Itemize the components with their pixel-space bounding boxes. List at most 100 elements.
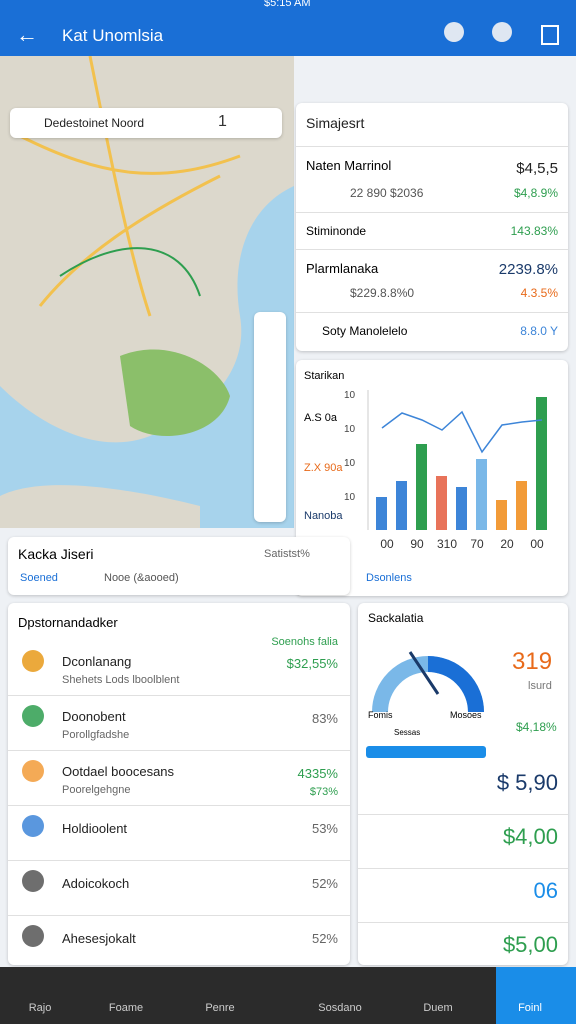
chart-label: Z.X 90a <box>304 462 343 474</box>
gauge-bar <box>366 746 486 758</box>
chart-title: Starikan <box>304 370 345 382</box>
item-icon <box>22 870 44 892</box>
bar <box>456 487 467 530</box>
back-button[interactable]: ← <box>16 22 38 47</box>
item-name[interactable]: Doonobent <box>62 709 126 724</box>
bar <box>436 476 447 530</box>
divider <box>8 695 350 696</box>
bar <box>396 481 407 530</box>
line-series <box>381 410 543 454</box>
nav-item[interactable]: Sosdano <box>318 1002 362 1014</box>
item-value: 4335% <box>297 766 338 781</box>
row-name: Soty Manolelelo <box>322 324 408 338</box>
row-value: 2239.8% <box>498 261 558 278</box>
gauge-change: $4,18% <box>516 720 557 734</box>
bar-chart: 10 10 10 10 00 90 310 70 20 00 <box>344 390 547 551</box>
x-tick-label: 00 <box>530 537 544 551</box>
divider <box>8 860 350 861</box>
item-value: 83% <box>311 711 338 726</box>
search-card <box>8 537 350 595</box>
divider <box>8 915 350 916</box>
search-link[interactable]: Satistst% <box>264 548 310 560</box>
divider <box>8 750 350 751</box>
bar <box>536 397 547 530</box>
gauge-needle <box>408 651 440 695</box>
item-value: $32,55% <box>286 656 338 671</box>
nav-item[interactable]: Duem <box>423 1002 453 1014</box>
gauge <box>366 651 486 758</box>
divider <box>358 868 568 869</box>
header-title: Kat Unomlsia <box>62 26 164 45</box>
row-value: $4,5,5 <box>516 160 558 177</box>
row-change: $4,8.9% <box>513 186 558 200</box>
nav-item[interactable]: Foinl <box>518 1002 542 1014</box>
stat-value: $4,00 <box>502 824 558 849</box>
x-tick-label: 70 <box>470 537 484 551</box>
route <box>59 247 201 297</box>
map-toolbar[interactable] <box>254 312 286 522</box>
map-search[interactable] <box>10 108 282 138</box>
nav-item[interactable]: Penre <box>205 1002 235 1014</box>
chart-label: A.S 0a <box>304 412 338 424</box>
bar <box>376 497 387 530</box>
item-value: 52% <box>311 876 338 891</box>
x-tick-label: 310 <box>437 537 457 551</box>
item-icon <box>22 925 44 947</box>
gauge-value: 319 <box>512 648 553 675</box>
status-time: $5:15 AM <box>264 0 311 9</box>
map-search-text: Dedestoinet Noord <box>44 116 145 130</box>
x-tick-label: 90 <box>410 537 424 551</box>
tab[interactable]: Nooe (&aooed) <box>104 572 179 584</box>
row-sub: 22 890 $2036 <box>350 186 424 200</box>
x-tick-label: 00 <box>380 537 394 551</box>
y-tick-label: 10 <box>344 424 356 435</box>
stat-value: $ 5,90 <box>496 770 558 795</box>
item-name[interactable]: Holdioolent <box>62 821 128 836</box>
gauge-label: Mosoes <box>450 710 482 720</box>
row-name: Naten Marrinol <box>306 158 392 173</box>
divider <box>358 814 568 815</box>
y-tick-label: 10 <box>344 458 356 469</box>
gauge-label: Fomis <box>368 710 393 720</box>
list-card <box>8 603 350 965</box>
list-title: Dpstornandadker <box>18 615 118 630</box>
row-change: 143.83% <box>510 224 558 238</box>
icon-button[interactable] <box>444 22 464 42</box>
summary-card <box>296 103 568 351</box>
item-value: 52% <box>311 931 338 946</box>
nav-active <box>496 967 576 1024</box>
divider <box>296 249 568 250</box>
item-name[interactable]: Ahesesjokalt <box>62 931 136 946</box>
icon-button[interactable] <box>541 25 559 45</box>
land <box>0 485 200 528</box>
item-icon <box>22 760 44 782</box>
divider <box>358 922 568 923</box>
chart-footer: Dsonlens <box>366 572 412 584</box>
x-tick-label: 20 <box>500 537 514 551</box>
row-name: Plarmlanaka <box>306 261 379 276</box>
row-change: 8.8.0 Y <box>520 324 558 338</box>
nav-item[interactable]: Foame <box>108 1002 144 1014</box>
item-icon <box>22 705 44 727</box>
search-title: Kacka Jiseri <box>18 546 94 562</box>
road <box>19 56 241 317</box>
item-name[interactable]: Adoicokoch <box>62 876 130 891</box>
bar <box>516 481 527 530</box>
list-header: Soenohs falia <box>271 636 338 648</box>
item-sub: Porollgfadshe <box>62 729 130 741</box>
item-sub: Poorelgehgne <box>62 784 131 796</box>
item-sub: Shehets Lods lboolblent <box>62 674 180 686</box>
chart-label: Nanoba <box>304 510 343 522</box>
park <box>120 349 230 436</box>
item-name[interactable]: Ootdael boocesans <box>62 764 175 779</box>
item-name[interactable]: Dconlanang <box>62 654 132 669</box>
bar <box>496 500 507 530</box>
tab[interactable]: Soened <box>20 572 58 584</box>
divider <box>8 805 350 806</box>
header <box>0 0 576 56</box>
nav-item[interactable]: Rajo <box>28 1002 52 1014</box>
row-sub: $229.8.8%0 <box>350 286 415 300</box>
gauge-card <box>358 603 568 965</box>
icon-button[interactable] <box>492 22 512 42</box>
